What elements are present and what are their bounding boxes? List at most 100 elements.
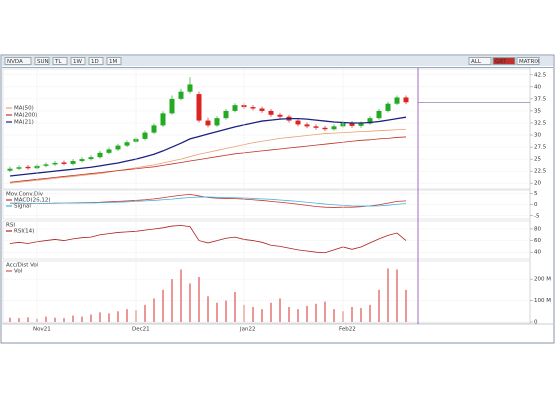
y-tick-label: -5 [534,213,540,219]
toolbar-button[interactable] [52,57,68,65]
volume-bar [387,268,389,322]
legend-label: MA(200) [14,113,37,119]
volume-bar [225,300,227,322]
candle-body [115,145,121,150]
volume-bar [72,315,74,322]
toolbar-button[interactable] [70,57,86,65]
x-tick-label: Nov21 [33,327,51,333]
volume-bar [162,289,164,322]
toolbar [2,56,553,66]
toolbar-label: MATRIX [519,59,540,65]
volume-bar [171,279,173,322]
toolbar-button[interactable] [516,57,540,65]
legend-label: MACD(26,12) [14,198,51,204]
volume-bar [369,304,371,322]
candle-body [385,103,391,111]
volume-bar [198,277,200,322]
volume-bar [396,269,398,322]
candle-body [205,120,211,126]
legend-label: MA(50) [14,106,34,112]
candle-body [88,157,94,160]
toolbar-label: SUN [37,59,49,65]
candle-body [259,108,265,111]
candle-body [160,113,166,126]
volume-bar [207,296,209,322]
y-tick-label: 60 [534,238,541,244]
y-tick-label: 35 [534,108,541,114]
candle-body [322,127,328,130]
candle-body [331,126,337,130]
x-tick-label: Feb22 [339,327,356,333]
candle-body [349,122,355,126]
candle-body [178,91,184,99]
candle-body [277,114,283,117]
candle-body [70,161,76,164]
y-tick-label: 100 M [534,298,551,304]
volume-bar [351,307,353,322]
volume-bar [144,304,146,322]
window-frame [0,54,555,344]
candle-body [295,120,301,125]
candle-body [313,126,319,128]
volume-bar [9,317,11,322]
toolbar-button[interactable] [4,57,32,65]
volume-bar [63,318,65,322]
toolbar-border [2,67,553,68]
toolbar-label: NVDA [7,59,23,65]
y-tick-label: 25 [534,157,541,163]
y-tick-label: 40 [534,84,541,90]
y-tick-label: 30 [534,133,541,139]
candle-body [7,168,13,171]
y-tick-label: 200 M [534,277,551,283]
x-tick-label: Jan22 [239,327,255,333]
volume-bar [405,289,407,322]
toolbar-label: 1W [73,59,82,65]
toolbar-label: TL [54,59,62,65]
candle-body [358,123,364,126]
x-tick-label: Dec21 [132,327,150,333]
series-line [9,116,407,177]
toolbar-button[interactable] [106,57,122,65]
series-line [10,196,407,207]
y-tick-label: 20 [534,181,541,187]
volume-bar [189,283,191,322]
volume-bar [54,317,56,322]
y-tick-label: 32.5 [534,120,547,126]
volume-bar [27,317,29,322]
y-tick-label: 0 [534,320,538,326]
toolbar-label: ALL [471,59,482,65]
legend-label: RSI(14) [14,229,34,235]
y-tick-label: 5 [534,191,538,197]
volume-bar [81,316,83,322]
y-tick-label: 37.5 [534,96,547,102]
volume-bar [90,314,92,322]
toolbar-button[interactable] [468,57,492,65]
volume-bar [108,313,110,322]
candle-body [250,107,256,109]
candle-body [43,164,49,166]
legend-label: Signal [14,204,31,210]
volume-bar [45,316,47,322]
toolbar-button[interactable] [34,57,50,65]
candle-body [124,142,130,146]
candle-body [232,105,238,111]
candle-body [223,110,229,119]
toolbar-button[interactable] [492,57,516,65]
volume-bar [180,269,182,322]
y-tick-label: 0 [534,202,538,208]
y-tick-label: 40 [534,250,541,256]
panel-title: Acc/Dist Vol [6,263,39,269]
candle-body [97,152,103,158]
y-tick-label: 22.5 [534,169,547,175]
candle-body [394,97,400,104]
candle-body [187,84,193,92]
series-line [9,225,407,254]
volume-bar [324,301,326,322]
candle-body [79,159,85,162]
volume-bar [279,298,281,322]
candle-body [268,110,274,115]
toolbar-button[interactable] [88,57,104,65]
volume-bar [261,309,263,322]
